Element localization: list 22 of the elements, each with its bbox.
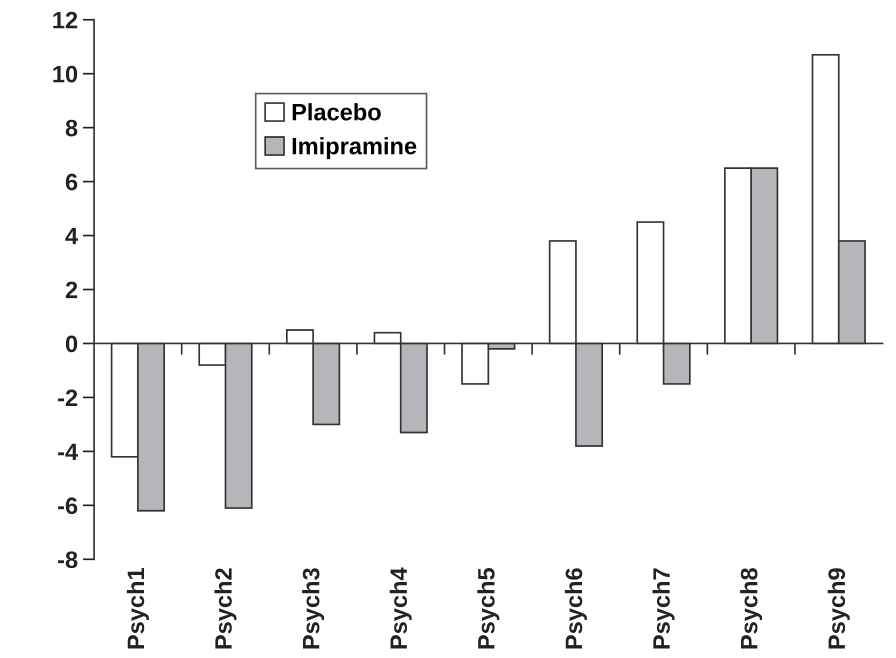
y-tick-label: -6	[58, 497, 78, 514]
y-tick-label: -8	[58, 551, 78, 568]
y-tick-label: 6	[66, 174, 78, 190]
y-tick-label: 4	[65, 228, 78, 244]
x-tick-label: Psych3	[302, 568, 324, 649]
y-tick-label: 12	[53, 12, 78, 28]
x-tick-label: Psych6	[564, 568, 587, 649]
y-tick-label: 10	[53, 66, 78, 82]
x-tick-label: Psych7	[652, 568, 675, 649]
x-tick-label: Psych1	[126, 568, 149, 649]
y-tick-label: -4	[58, 444, 78, 460]
y-tick-label: 8	[66, 120, 78, 136]
legend-label: Placebo	[292, 103, 381, 121]
x-tick-label: Psych8	[740, 568, 762, 649]
x-tick-label: Psych9	[828, 568, 850, 649]
x-tick-label: Psych4	[390, 568, 412, 649]
y-tick-label: -2	[58, 390, 78, 406]
y-tick-label: 0	[66, 336, 78, 352]
x-tick-label: Psych2	[214, 568, 236, 649]
legend-label: Imipramine	[292, 137, 416, 160]
y-tick-label: 2	[66, 282, 78, 298]
x-tick-label: Psych5	[477, 568, 500, 649]
